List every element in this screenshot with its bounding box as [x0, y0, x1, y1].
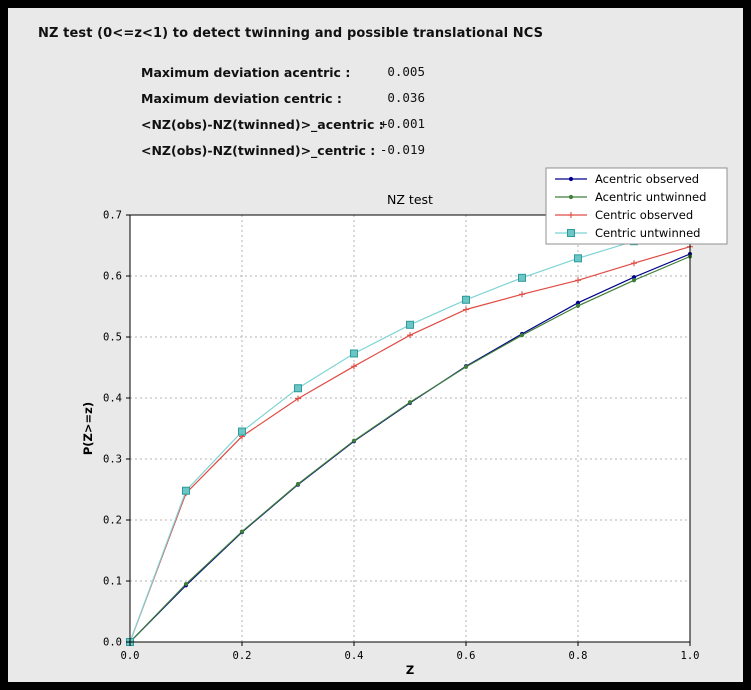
- x-tick-label: 0.0: [121, 650, 140, 662]
- stat-row-mean-diff-acentric: <NZ(obs)-NZ(twinned)>_acentric : +0.001: [141, 111, 425, 137]
- dot-marker: [407, 400, 413, 405]
- x-tick-label: 0.4: [345, 650, 364, 662]
- dot-marker: [183, 581, 189, 587]
- stat-value: +0.001: [379, 116, 425, 131]
- y-tick-label: 0.4: [103, 393, 122, 405]
- square-marker: [567, 229, 575, 237]
- stat-row-mean-diff-centric: <NZ(obs)-NZ(twinned)>_centric : -0.019: [141, 137, 425, 163]
- plot-panel: NZ test (0<=z<1) to detect twinning and …: [8, 8, 743, 682]
- dot-marker: [575, 303, 581, 308]
- stat-value: 0.036: [387, 90, 425, 105]
- dot-marker: [519, 333, 525, 338]
- legend-label-2: Centric observed: [595, 208, 693, 222]
- y-tick-label: 0.5: [103, 332, 122, 344]
- legend: Acentric observed Acentric untwinned Centr…: [545, 167, 728, 245]
- dot-marker: [575, 300, 581, 305]
- y-axis-label: P(Z>=z): [81, 402, 95, 455]
- stat-value: 0.005: [387, 64, 425, 79]
- dot-marker: [631, 278, 637, 283]
- legend-label-0: Acentric observed: [595, 172, 699, 186]
- stat-row-max-dev-centric: Maximum deviation centric : 0.036: [141, 85, 425, 111]
- dot-marker: [568, 194, 574, 200]
- axis-ticks: 0.0 0.2 0.4 0.6 0.8 1.0 0.0 0.1 0.2 0.3 0.4 0.5 0.6 0…: [103, 210, 699, 663]
- square-marker: [350, 349, 358, 358]
- y-tick-label: 0.7: [103, 210, 122, 222]
- dot-marker: [351, 438, 357, 443]
- square-marker: [574, 254, 582, 263]
- square-marker: [462, 295, 470, 304]
- stat-row-max-dev-acentric: Maximum deviation acentric : 0.005: [141, 59, 425, 85]
- y-tick-label: 0.2: [103, 515, 122, 527]
- stat-label: Maximum deviation centric :: [141, 91, 342, 106]
- plot-area: [130, 215, 690, 642]
- dot-marker: [631, 275, 637, 280]
- stat-label: <NZ(obs)-NZ(twinned)>_acentric :: [141, 117, 384, 132]
- y-tick-label: 0.6: [103, 271, 122, 283]
- stat-label: <NZ(obs)-NZ(twinned)>_centric :: [141, 143, 376, 158]
- square-marker: [182, 486, 190, 495]
- dot-marker: [463, 364, 469, 369]
- dot-marker: [239, 529, 245, 534]
- legend-label-3: Centric untwinned: [595, 226, 700, 240]
- stat-label: Maximum deviation acentric :: [141, 65, 351, 80]
- chart-title: NZ test: [387, 192, 433, 207]
- x-tick-label: 0.2: [233, 650, 252, 662]
- square-marker: [238, 427, 246, 436]
- plot-border: [129, 214, 691, 643]
- square-marker: [294, 384, 302, 393]
- y-tick-label: 0.3: [103, 454, 122, 466]
- chart-figure: 0.0 0.2 0.4 0.6 0.8 1.0 0.0 0.1 0.2 0.3 0.4 0.5 0.6 0…: [68, 166, 728, 678]
- x-tick-label: 0.8: [569, 650, 588, 662]
- x-tick-label: 0.6: [457, 650, 476, 662]
- stat-value: -0.019: [379, 142, 425, 157]
- dot-marker: [568, 176, 574, 182]
- square-marker: [518, 273, 526, 282]
- y-tick-label: 0.0: [103, 637, 122, 649]
- legend-box: [545, 167, 728, 245]
- x-axis-label: Z: [406, 663, 414, 677]
- legend-label-1: Acentric untwinned: [595, 190, 706, 204]
- dot-marker: [295, 481, 301, 487]
- stats-block: Maximum deviation acentric : 0.005 Maxim…: [141, 59, 425, 163]
- square-marker: [406, 320, 414, 329]
- nz-test-chart: 0.0 0.2 0.4 0.6 0.8 1.0 0.0 0.1 0.2 0.3 0.4 0.5 0.6 0…: [81, 167, 728, 677]
- y-tick-label: 0.1: [103, 576, 122, 588]
- page-title: NZ test (0<=z<1) to detect twinning and …: [38, 26, 544, 41]
- x-tick-label: 1.0: [681, 650, 700, 662]
